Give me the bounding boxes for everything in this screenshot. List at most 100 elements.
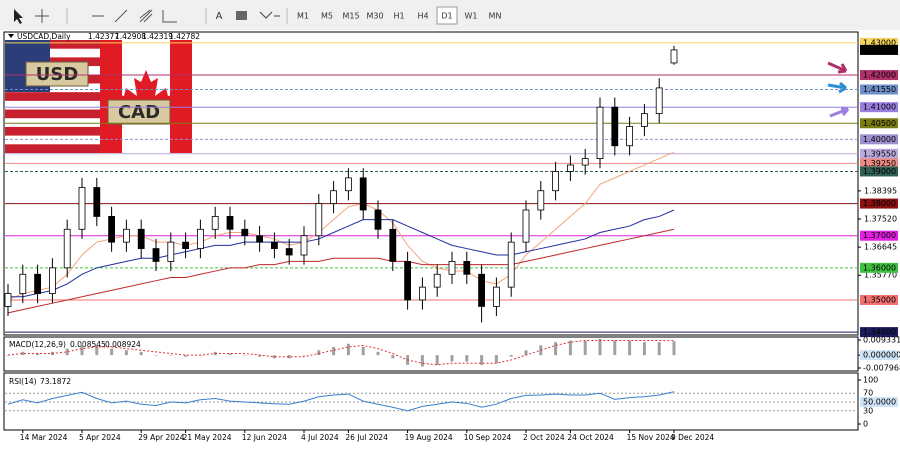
x-tick-label: 5 Apr 2024	[79, 433, 121, 442]
timeframe[interactable]: H1	[393, 12, 404, 21]
quote-currency: CAD	[118, 102, 160, 123]
macd-bar	[613, 340, 617, 356]
rsi-tick-label: 100	[863, 376, 878, 385]
rsi-tick-label: 50.0000	[863, 398, 896, 407]
y-tick-label: 1.37520	[864, 215, 897, 224]
text-tool[interactable]: A	[216, 11, 223, 22]
x-tick-label: 2 Oct 2024	[523, 433, 565, 442]
candle-body	[315, 203, 323, 237]
timeframe[interactable]: M30	[366, 12, 383, 21]
macd-bar	[509, 355, 513, 357]
macd-bar	[657, 342, 661, 356]
level-label-bg	[860, 102, 898, 113]
level-label-bg	[860, 230, 898, 241]
level-label-bg	[860, 134, 898, 145]
candle-body	[359, 177, 367, 211]
candle-body	[137, 228, 145, 249]
level-label-bg	[860, 118, 898, 129]
macd-bar	[110, 348, 114, 356]
x-tick-label: 12 Jun 2024	[242, 433, 287, 442]
macd-bar	[65, 348, 69, 356]
candle-body	[611, 106, 619, 147]
macd-bar	[36, 353, 40, 356]
us-stripe	[5, 109, 100, 119]
candle-body	[404, 261, 412, 301]
candle-body	[256, 235, 264, 243]
rsi-tick-label: 0	[863, 420, 868, 429]
moving-average	[8, 209, 675, 298]
x-tick-label: 29 Apr 2024	[138, 433, 185, 442]
macd-bar	[554, 342, 558, 356]
macd-bar	[258, 355, 262, 357]
open: 1.42377	[88, 32, 119, 41]
timeframe[interactable]: M1	[297, 12, 309, 21]
candle-body	[641, 113, 648, 127]
macd-signal-value: 0.008924	[105, 340, 141, 349]
trendline-tool[interactable]	[114, 9, 128, 23]
level-label-bg	[860, 294, 898, 305]
level-label: 1.34000	[863, 328, 896, 337]
timeframe[interactable]: M15	[342, 12, 359, 21]
macd-bar	[184, 355, 188, 357]
macd-bar	[524, 350, 528, 356]
candle-body	[418, 286, 426, 301]
candle-body	[241, 228, 249, 237]
level-label: 1.39250	[863, 159, 896, 168]
y-tick-label: 1.36645	[864, 243, 897, 252]
chart: 1.38395 1.37520 1.36645 1.35770 1.43000 1.420…	[4, 37, 900, 442]
channel-tool[interactable]	[139, 9, 153, 23]
ca-band	[100, 40, 122, 153]
timeframe[interactable]: H4	[417, 12, 428, 21]
label-tool[interactable]	[236, 11, 247, 20]
candle-body	[152, 248, 160, 262]
macd-bar	[494, 355, 498, 364]
fibo-tool[interactable]	[162, 10, 177, 23]
candle-body	[670, 49, 678, 64]
level-label-bg	[860, 37, 898, 48]
timeframes: M1 M5 M15 M30 H1 H4 D1 W1 MN	[297, 6, 502, 25]
macd-bar	[598, 338, 602, 356]
arrows-tool[interactable]	[259, 11, 280, 19]
candle-body	[270, 241, 278, 249]
active-timeframe	[436, 6, 458, 25]
candle-body	[433, 273, 441, 288]
candle-body	[78, 187, 86, 230]
arrow	[827, 61, 848, 74]
timeframe[interactable]: D1	[441, 12, 452, 21]
macd-bar	[420, 355, 424, 367]
candle-body	[655, 87, 663, 115]
close: 1.42782	[169, 32, 200, 41]
macd-bar	[332, 347, 336, 356]
candle-body	[182, 241, 190, 249]
macd-bar	[124, 350, 128, 356]
crosshair-tool[interactable]	[35, 9, 49, 23]
us-stripe	[5, 40, 100, 49]
moving-average	[7, 228, 675, 314]
candle-body	[626, 126, 633, 147]
price-label-bg	[860, 44, 898, 55]
timeframe[interactable]: MN	[489, 12, 502, 21]
cursor-tool[interactable]	[14, 9, 23, 24]
x-tick-label: 10 Sep 2024	[464, 433, 512, 442]
candle-body	[167, 241, 175, 262]
macd-tick-label: 0.000000	[863, 351, 900, 360]
annotations	[827, 61, 850, 118]
base-currency: USD	[36, 64, 79, 85]
macd-bar	[243, 355, 247, 356]
header-arrow	[8, 34, 14, 38]
timeframe[interactable]: M5	[321, 12, 333, 21]
candle-body	[300, 235, 308, 256]
candle-body	[4, 293, 12, 307]
timeframe[interactable]: W1	[465, 12, 478, 21]
rsi-value: 73.1872	[40, 377, 71, 386]
macd-tick-label: 0.009331	[863, 336, 900, 345]
level-label: 1.37000	[863, 231, 896, 240]
macd-bar	[361, 347, 365, 356]
candle-body	[123, 228, 130, 243]
candle-body	[389, 228, 397, 262]
level-label: 1.38000	[863, 199, 896, 208]
candle-body	[196, 228, 204, 249]
level-label-bg	[860, 84, 898, 95]
candle-body	[567, 164, 574, 172]
macd-bar	[346, 343, 350, 356]
